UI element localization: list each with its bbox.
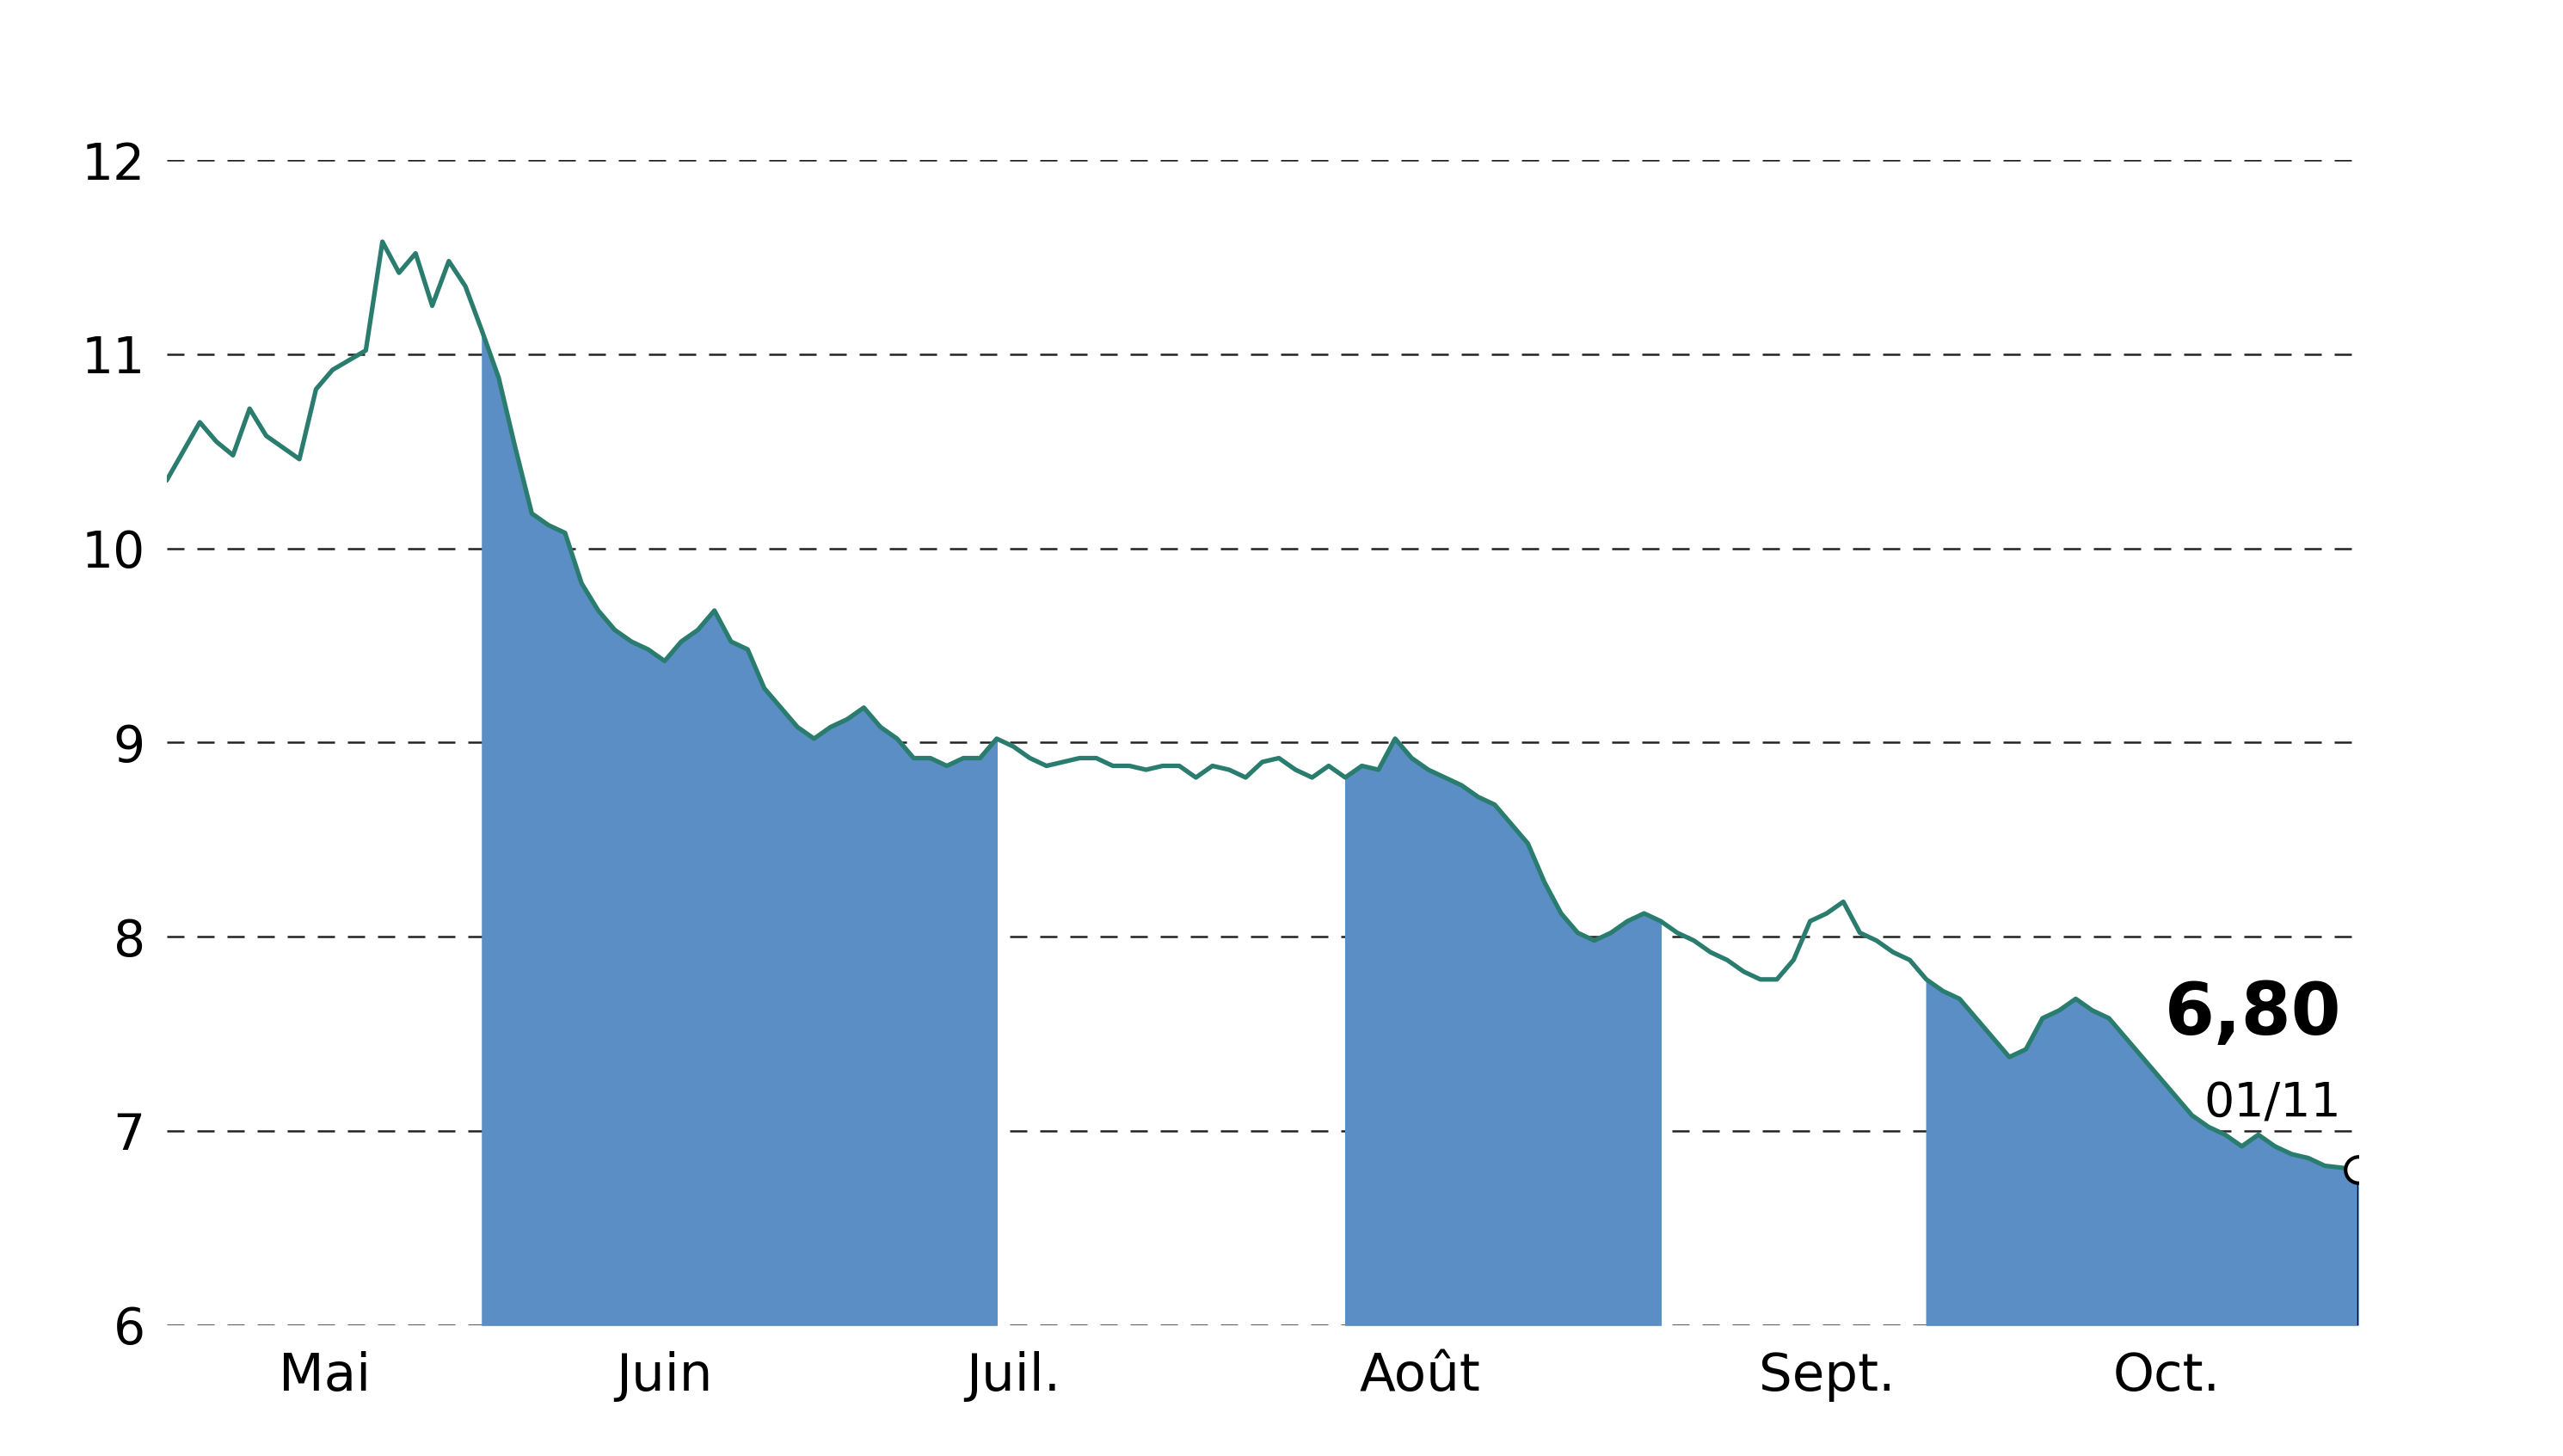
Text: TOUR EIFFEL: TOUR EIFFEL xyxy=(902,13,1661,115)
Text: 6,80: 6,80 xyxy=(2166,980,2343,1050)
Text: 01/11: 01/11 xyxy=(2204,1080,2343,1127)
